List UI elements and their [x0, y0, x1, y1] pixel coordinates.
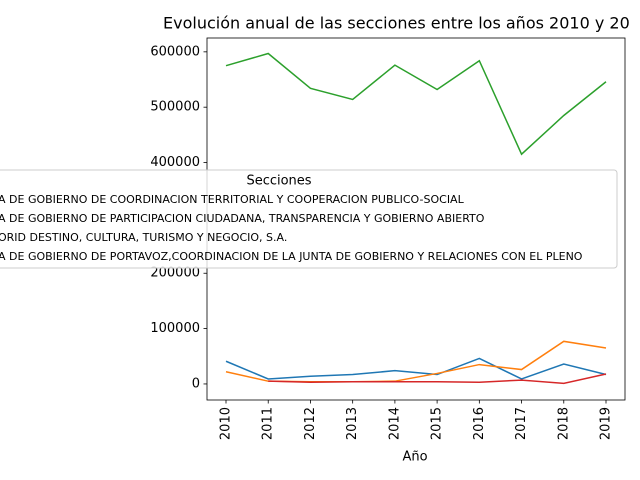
y-tick-label: 0 [192, 376, 200, 391]
x-tick-label: 2017 [514, 407, 529, 440]
x-axis-label: Año [402, 450, 427, 465]
x-tick-label: 2016 [472, 407, 487, 440]
y-tick-label: 500000 [150, 100, 200, 115]
legend-label: ORID DESTINO, CULTURA, TURISMO Y NEGOCIO… [0, 231, 287, 244]
x-tick-label: 2015 [430, 407, 445, 440]
x-tick-label: 2018 [556, 407, 571, 440]
x-tick-label: 2019 [599, 407, 614, 440]
x-tick-label: 2012 [303, 407, 318, 440]
x-tick-label: 2010 [219, 407, 234, 440]
legend-title: Secciones [246, 174, 311, 189]
legend-box [0, 169, 618, 269]
legend-label: A DE GOBIERNO DE COORDINACION TERRITORIA… [0, 193, 465, 206]
series-line [268, 373, 607, 385]
x-tick-label: 2013 [345, 407, 360, 440]
y-tick-label: 400000 [150, 155, 200, 170]
series-line [225, 52, 607, 156]
y-tick-label: 200000 [150, 266, 200, 281]
x-tick-label: 2011 [261, 407, 276, 440]
chart-title: Evolución anual de las secciones entre l… [163, 14, 630, 33]
x-tick-label: 2014 [387, 407, 402, 440]
legend-label: A DE GOBIERNO DE PARTICIPACION CIUDADANA… [0, 212, 485, 225]
y-tick-label: 600000 [150, 44, 200, 59]
legend-label: A DE GOBIERNO DE PORTAVOZ,COORDINACION D… [0, 250, 583, 263]
series-line [225, 357, 607, 380]
y-tick-label: 100000 [150, 321, 200, 336]
